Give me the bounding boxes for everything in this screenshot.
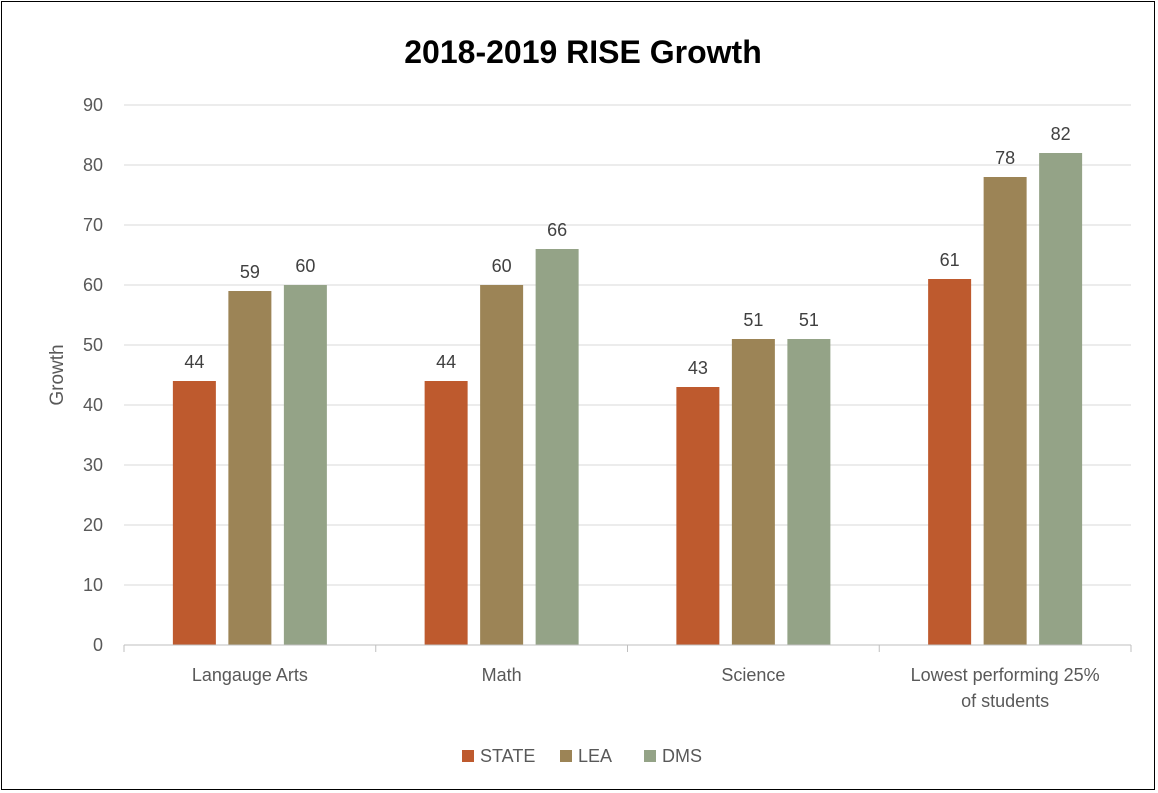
y-tick-label: 30 xyxy=(83,455,103,475)
legend-label: LEA xyxy=(578,746,612,766)
data-label: 60 xyxy=(295,256,315,276)
x-tick-label: Langauge Arts xyxy=(192,665,308,685)
bar-state xyxy=(424,381,468,645)
data-label: 51 xyxy=(799,310,819,330)
data-label: 60 xyxy=(492,256,512,276)
axes-group: 0 10 20 30 40 50 60 70 80 90 Langauge Arts Math Scie… xyxy=(83,95,1132,711)
data-label: 51 xyxy=(743,310,763,330)
y-tick-label: 60 xyxy=(83,275,103,295)
bar-lea xyxy=(228,291,272,645)
bar-state xyxy=(172,381,216,645)
chart-title: 2018-2019 RISE Growth xyxy=(404,34,761,70)
y-axis-title: Growth xyxy=(47,344,68,405)
x-tick-label: Lowest performing 25% of students xyxy=(911,665,1100,711)
legend-swatch-lea xyxy=(560,750,572,762)
y-tick-label: 80 xyxy=(83,155,103,175)
data-label: 59 xyxy=(240,262,260,282)
data-label: 66 xyxy=(547,220,567,240)
y-tick-label: 0 xyxy=(93,635,103,655)
legend-label: STATE xyxy=(480,746,535,766)
x-tick-label: Math xyxy=(482,665,522,685)
legend: STATE LEA DMS xyxy=(462,746,702,766)
legend-swatch-state xyxy=(462,750,474,762)
bar-lea xyxy=(983,177,1027,645)
y-tick-label: 50 xyxy=(83,335,103,355)
bars-group xyxy=(172,153,1083,645)
y-tick-label: 10 xyxy=(83,575,103,595)
y-tick-label: 40 xyxy=(83,395,103,415)
bar-dms xyxy=(283,285,327,645)
data-label: 44 xyxy=(184,352,204,372)
y-tick-label: 20 xyxy=(83,515,103,535)
data-label: 44 xyxy=(436,352,456,372)
y-tick-label: 70 xyxy=(83,215,103,235)
data-label: 78 xyxy=(995,148,1015,168)
data-labels-group: 44 44 43 61 59 60 51 78 60 66 51 82 xyxy=(184,124,1070,378)
bar-lea xyxy=(731,339,775,645)
data-label: 61 xyxy=(940,250,960,270)
gridlines xyxy=(124,104,1131,586)
y-tick-label: 90 xyxy=(83,95,103,115)
bar-state xyxy=(676,387,720,645)
bar-dms xyxy=(787,339,831,645)
bar-dms xyxy=(1039,153,1083,645)
bar-dms xyxy=(535,249,579,645)
bar-state xyxy=(928,279,972,645)
x-tick-label: Science xyxy=(721,665,785,685)
bar-lea xyxy=(480,285,524,645)
legend-label: DMS xyxy=(662,746,702,766)
data-label: 43 xyxy=(688,358,708,378)
data-label: 82 xyxy=(1051,124,1071,144)
legend-swatch-dms xyxy=(644,750,656,762)
